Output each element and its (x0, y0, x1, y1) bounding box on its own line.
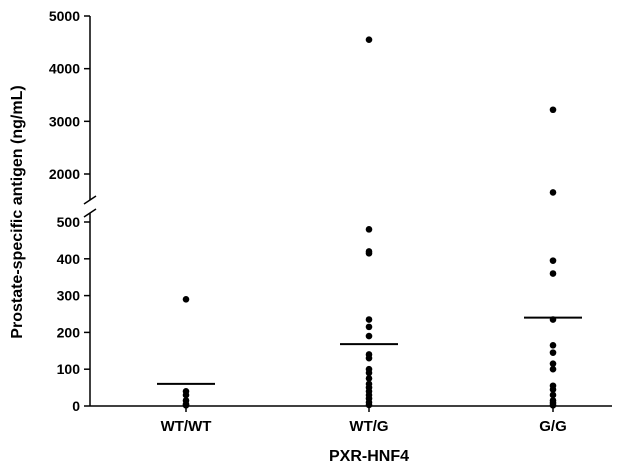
data-point (182, 391, 190, 399)
data-point (365, 354, 373, 362)
data-point (549, 189, 557, 196)
data-point (549, 106, 557, 114)
data-point (365, 316, 373, 323)
data-point (182, 401, 190, 409)
x-axis-title: PXR-HNF4 (329, 448, 409, 465)
data-point (549, 341, 557, 349)
data-point (549, 349, 557, 356)
y-axis-title: Prostate-specific antigen (ng/mL) (9, 85, 26, 338)
axis-break-mark-top (83, 195, 97, 205)
y-tick-label: 5000 (49, 8, 80, 24)
data-point (549, 365, 557, 373)
data-point (549, 391, 557, 399)
data-point (365, 332, 373, 340)
y-tick-label: 100 (57, 361, 81, 377)
data-point (365, 36, 373, 43)
y-tick-label: 4000 (49, 61, 80, 77)
y-tick-label: 300 (57, 288, 81, 304)
y-tick-label: 500 (57, 214, 81, 230)
data-point (182, 295, 190, 303)
data-point (365, 401, 373, 409)
data-point (365, 249, 373, 257)
data-point (549, 401, 557, 409)
y-tick-label: 2000 (49, 166, 80, 182)
data-point (549, 386, 557, 393)
data-point (365, 369, 373, 377)
data-point (365, 226, 373, 233)
y-tick-label: 0 (72, 398, 80, 414)
axis-break-mark-bottom (83, 208, 97, 218)
data-point (549, 257, 557, 264)
data-point (365, 323, 373, 331)
y-tick-label: 3000 (49, 113, 80, 129)
x-category-label: WT/WT (161, 418, 212, 435)
data-point (549, 360, 557, 367)
y-tick-label: 400 (57, 251, 81, 267)
data-point (549, 270, 557, 277)
x-category-label: WT/G (349, 418, 388, 435)
data-point (365, 375, 373, 382)
y-tick-label: 200 (57, 324, 81, 340)
x-category-label: G/G (539, 418, 567, 435)
